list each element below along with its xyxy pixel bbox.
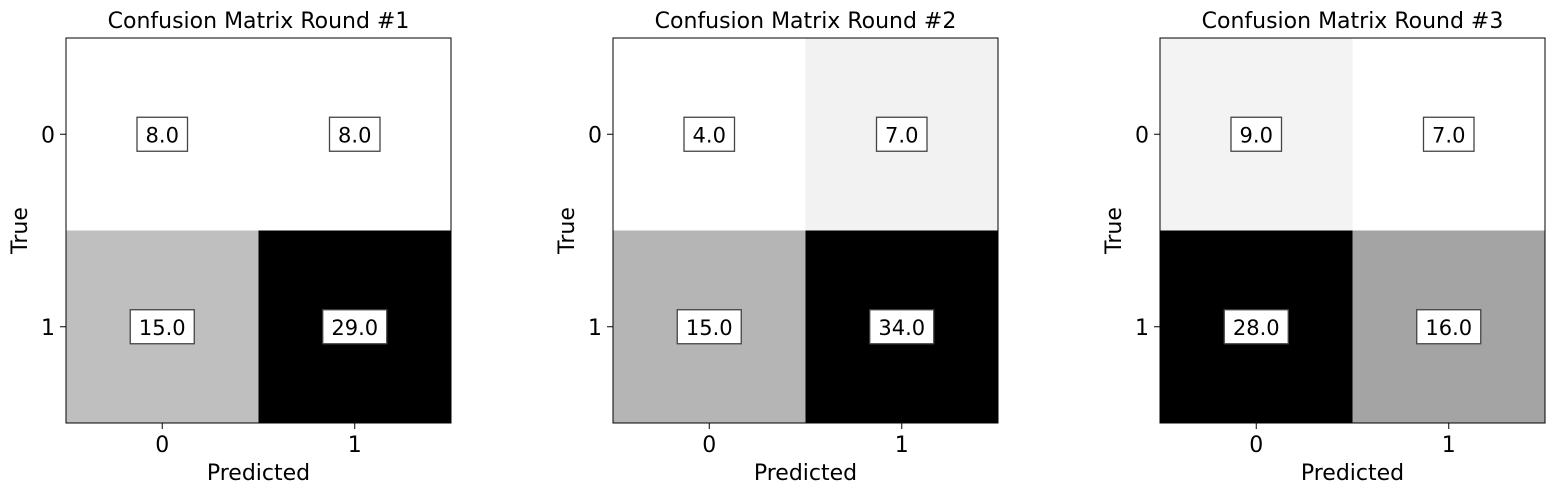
value-label: 4.0 (693, 123, 726, 147)
value-label-box (683, 116, 736, 152)
value-label-box (1230, 116, 1283, 152)
y-axis-label: True (555, 207, 580, 255)
value-label: 34.0 (878, 316, 925, 340)
y-axis-label: True (1102, 207, 1127, 255)
x-axis-label: Predicted (1301, 461, 1404, 486)
value-label: 9.0 (1240, 123, 1273, 147)
y-tick-label: 0 (1135, 123, 1149, 148)
value-label: 29.0 (331, 316, 378, 340)
confusion-matrix-panel: 8.0 8.0 15.0 29.0 0 1 0 1 Confusion Matrix Round… (8, 9, 452, 486)
x-axis-label: Predicted (207, 461, 310, 486)
value-label-box (129, 309, 195, 345)
value-label-box (1223, 309, 1289, 345)
value-label-box (875, 116, 928, 152)
confusion-matrix-panel: 9.0 7.0 28.0 16.0 0 1 0 1 Confusion Matrix Round… (1102, 9, 1546, 486)
x-tick-label: 0 (1249, 433, 1263, 458)
x-tick-label: 1 (348, 433, 362, 458)
y-tick-label: 1 (588, 316, 602, 341)
value-label: 15.0 (686, 316, 733, 340)
value-label-box (328, 116, 381, 152)
plot-frame (1159, 37, 1546, 424)
chart-title: Confusion Matrix Round #2 (655, 9, 957, 34)
value-label: 15.0 (139, 316, 186, 340)
value-label: 8.0 (338, 123, 371, 147)
value-label-box (1416, 309, 1482, 345)
value-label-box (322, 309, 388, 345)
x-tick-label: 1 (1442, 433, 1456, 458)
value-label: 16.0 (1425, 316, 1472, 340)
confusion-matrix-panel: 4.0 7.0 15.0 34.0 0 1 0 1 Confusion Matrix Round… (555, 9, 999, 486)
chart-title: Confusion Matrix Round #1 (108, 9, 410, 34)
x-tick-label: 1 (895, 433, 909, 458)
value-label: 28.0 (1233, 316, 1280, 340)
y-tick-label: 0 (588, 123, 602, 148)
value-label-box (676, 309, 742, 345)
x-tick-label: 0 (702, 433, 716, 458)
chart-title: Confusion Matrix Round #3 (1202, 9, 1504, 34)
y-tick-label: 0 (41, 123, 55, 148)
value-label: 7.0 (1432, 123, 1465, 147)
value-label-box (869, 309, 935, 345)
value-label-box (136, 116, 189, 152)
x-tick-label: 0 (155, 433, 169, 458)
plot-frame (65, 37, 452, 424)
value-label: 8.0 (146, 123, 179, 147)
x-axis-label: Predicted (754, 461, 857, 486)
value-label-box (1422, 116, 1475, 152)
y-tick-label: 1 (41, 316, 55, 341)
plot-frame (612, 37, 999, 424)
y-tick-label: 1 (1135, 316, 1149, 341)
y-axis-label: True (8, 207, 33, 255)
value-label: 7.0 (885, 123, 918, 147)
